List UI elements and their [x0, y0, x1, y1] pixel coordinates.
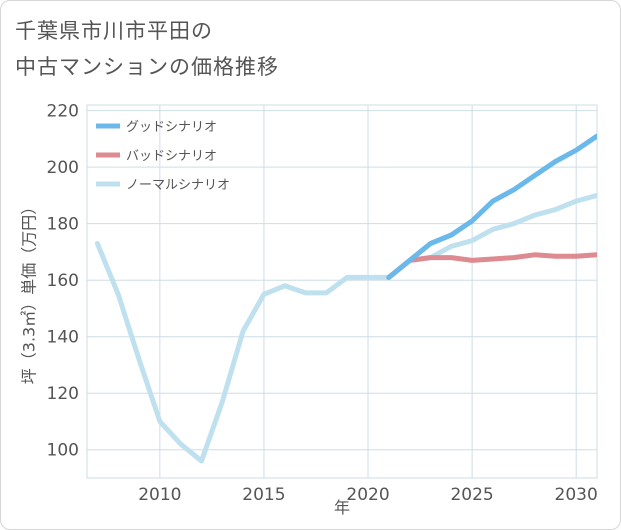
series-line-normal	[94, 192, 597, 464]
legend-label: バッドシナリオ	[126, 149, 217, 164]
y-axis-label: 坪（3.3㎡）単価（万円）	[20, 199, 39, 384]
tick-labels: 100 120 140 160 180 200 220 2010 2015 2020 2025 203…	[47, 102, 598, 505]
x-tick-label: 2015	[242, 485, 285, 505]
chart-title: 千葉県市川市平田の 中古マンションの価格推移	[15, 13, 279, 85]
x-tick-label: 2025	[450, 485, 493, 505]
y-tick-label: 180	[47, 215, 79, 235]
x-tick-label: 2020	[346, 485, 389, 505]
chart-title-line-1: 千葉県市川市平田の	[15, 19, 213, 43]
y-tick-label: 100	[47, 441, 79, 461]
series-line-good	[386, 133, 597, 280]
y-tick-label: 120	[47, 384, 79, 404]
y-tick-label: 220	[47, 102, 79, 122]
y-tick-label: 200	[47, 158, 79, 178]
chart-title-line-2: 中古マンションの価格推移	[15, 55, 279, 79]
y-tick-label: 160	[47, 271, 79, 291]
x-tick-label: 2010	[138, 485, 181, 505]
legend-label: グッドシナリオ	[126, 120, 217, 135]
plot-border	[86, 104, 598, 479]
x-tick-label: 2030	[555, 485, 598, 505]
series-line-bad	[386, 252, 597, 280]
series-lines	[94, 133, 597, 464]
legend-label: ノーマルシナリオ	[126, 178, 230, 193]
y-tick-label: 140	[47, 328, 79, 348]
x-axis-label: 年	[334, 498, 350, 517]
